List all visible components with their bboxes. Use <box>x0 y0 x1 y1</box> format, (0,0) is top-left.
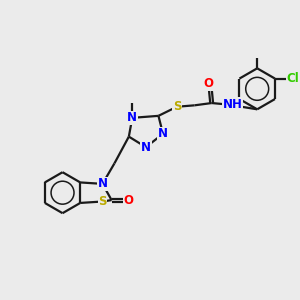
Text: N: N <box>158 127 168 140</box>
Text: O: O <box>124 194 134 207</box>
Text: Cl: Cl <box>286 72 299 85</box>
Text: NH: NH <box>223 98 242 111</box>
Text: N: N <box>98 177 107 190</box>
Text: S: S <box>173 100 181 113</box>
Text: S: S <box>98 195 107 208</box>
Text: N: N <box>141 141 151 154</box>
Text: N: N <box>127 111 137 124</box>
Text: O: O <box>203 77 213 91</box>
